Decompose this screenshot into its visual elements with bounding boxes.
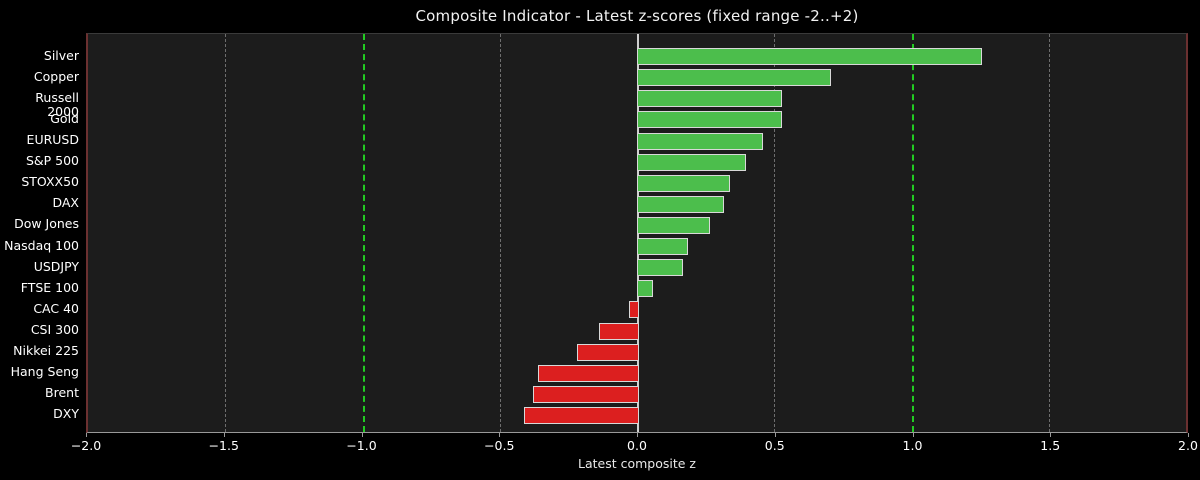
y-tick-label-gold: Gold [50, 110, 79, 126]
bar-ftse-100 [637, 280, 653, 298]
bar-hang-seng [538, 364, 639, 382]
x-tick-mark--1.5 [223, 433, 225, 437]
x-tick-mark-1 [912, 433, 914, 437]
y-tick-label-eurusd: EURUSD [26, 132, 79, 147]
x-tick-mark--2 [86, 433, 87, 437]
gridline-1.5 [1048, 34, 1050, 432]
y-tick-label-silver: Silver [43, 47, 79, 63]
gridline--0.5 [499, 34, 501, 432]
y-tick-label-dxy: DXY [53, 406, 79, 422]
bar-russell-2000 [637, 90, 782, 108]
bar-dow-jones [637, 216, 711, 234]
y-tick-label-dow-jones: Dow Jones [14, 216, 79, 232]
y-tick-label-hang-seng: Hang Seng [10, 364, 79, 380]
x-tick-label--2: −2.0 [70, 438, 102, 453]
x-tick-mark--0.5 [499, 433, 501, 437]
x-tick-label-1.5: 1.5 [1040, 438, 1061, 453]
y-tick-label-nikkei-225: Nikkei 225 [13, 343, 79, 359]
gridline-0.5 [774, 34, 776, 432]
x-tick-mark--1 [361, 433, 363, 437]
y-tick-label-csi-300: CSI 300 [30, 322, 79, 337]
bar-copper [637, 69, 832, 87]
bar-gold [637, 111, 782, 129]
bar-eurusd [637, 132, 763, 150]
y-tick-label-brent: Brent [45, 385, 79, 401]
x-tick-label--0.5: −0.5 [484, 438, 515, 453]
x-axis-label: Latest composite z [578, 456, 696, 471]
x-tick-mark-2 [1188, 433, 1189, 437]
chart-title: Composite Indicator - Latest z-scores (f… [415, 7, 859, 25]
y-tick-label-nasdaq-100: Nasdaq 100 [4, 237, 79, 253]
threshold-line--1 [362, 34, 365, 432]
gridline--1.5 [225, 34, 227, 432]
bar-dxy [524, 406, 639, 424]
y-tick-label-copper: Copper [33, 68, 79, 84]
y-tick-label-ftse-100: FTSE 100 [20, 279, 79, 295]
bar-silver [637, 48, 983, 66]
x-tick-mark-0.5 [774, 433, 776, 437]
x-tick-label-0.5: 0.5 [764, 438, 785, 453]
bar-nikkei-225 [576, 343, 639, 361]
bar-dax [637, 195, 725, 213]
bar-cac-40 [628, 301, 639, 319]
y-tick-label-dax: DAX [52, 195, 79, 211]
bar-usdjpy [637, 259, 683, 277]
x-tick-label-2: 2.0 [1178, 438, 1198, 453]
y-tick-label-cac-40: CAC 40 [33, 300, 79, 316]
x-tick-mark-1.5 [1050, 433, 1052, 437]
x-tick-mark-0 [637, 433, 638, 437]
x-tick-label-1: 1.0 [902, 438, 923, 453]
bar-brent [532, 385, 639, 403]
bar-s-p-500 [637, 153, 747, 171]
y-tick-label-russell-2000: Russell 2000 [35, 89, 79, 119]
x-tick-label-0: 0.0 [627, 438, 647, 453]
bar-nasdaq-100 [637, 238, 689, 256]
y-tick-label-stoxx50: STOXX50 [21, 174, 79, 190]
threshold-line-1 [911, 34, 914, 432]
bar-csi-300 [598, 322, 639, 340]
x-tick-label--1: −1.0 [346, 438, 377, 453]
plot-area [86, 33, 1188, 433]
bar-stoxx50 [637, 174, 730, 192]
x-tick-label--1.5: −1.5 [208, 438, 239, 453]
y-tick-label-usdjpy: USDJPY [33, 258, 79, 274]
y-tick-label-s-p-500: S&P 500 [25, 153, 79, 169]
